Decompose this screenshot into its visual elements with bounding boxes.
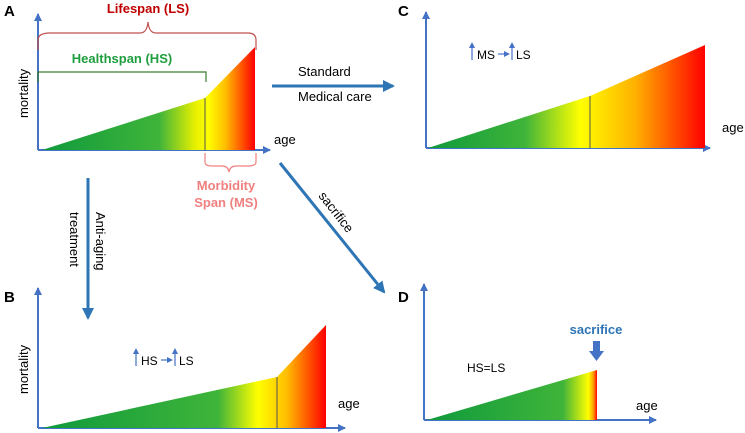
- sacrifice-down-arrow: [589, 341, 604, 361]
- panel-b: B mortality age HS LS: [4, 287, 360, 432]
- morbidity-label-line2: Span (MS): [194, 195, 258, 210]
- mortality-area-a: [42, 47, 255, 150]
- sacrifice-arrow: [278, 162, 386, 294]
- mortality-area-c: [428, 45, 705, 148]
- anti-aging-label-line2: treatment: [67, 212, 82, 267]
- x-axis-label-b: age: [338, 396, 360, 411]
- x-axis-label-c: age: [722, 120, 744, 135]
- x-axis-label-d: age: [636, 398, 658, 413]
- healthspan-label: Healthspan (HS): [72, 51, 172, 66]
- panel-letter-b: B: [4, 289, 15, 306]
- panel-c: C age MS LS: [398, 3, 744, 152]
- standard-care-label-line2: Medical care: [298, 89, 372, 104]
- d-hs-eq-ls-label: HS=LS: [467, 361, 505, 375]
- sacrifice-arrow-label: sacrifice: [316, 189, 357, 236]
- panel-d: D age HS=LS sacrifice: [398, 283, 658, 424]
- x-axis-label-a: age: [274, 132, 296, 147]
- panel-letter-c: C: [398, 3, 409, 20]
- morbidity-label-line1: Morbidity: [197, 178, 256, 193]
- morbidity-bracket: [204, 153, 257, 173]
- panel-letter-d: D: [398, 289, 409, 306]
- b-hs-label: HS: [141, 354, 158, 368]
- c-ls-label: LS: [516, 48, 531, 62]
- c-ms-label: MS: [477, 48, 495, 62]
- mortality-area-b: [42, 325, 326, 428]
- panel-letter-a: A: [4, 3, 15, 20]
- standard-care-label-line1: Standard: [298, 64, 351, 79]
- healthspan-bracket: [37, 71, 207, 82]
- anti-aging-label-line1: Anti-aging: [93, 212, 108, 271]
- mortality-area-d: [427, 370, 597, 420]
- y-axis-label-a: mortality: [16, 68, 31, 118]
- y-axis-label-b: mortality: [16, 344, 31, 394]
- d-sacrifice-label: sacrifice: [570, 322, 623, 337]
- panel-a: A mortality age Lifespan (LS) Healthspan…: [4, 1, 296, 210]
- lifespan-bracket: [37, 21, 257, 50]
- lifespan-label: Lifespan (LS): [107, 1, 189, 16]
- b-ls-label: LS: [179, 354, 194, 368]
